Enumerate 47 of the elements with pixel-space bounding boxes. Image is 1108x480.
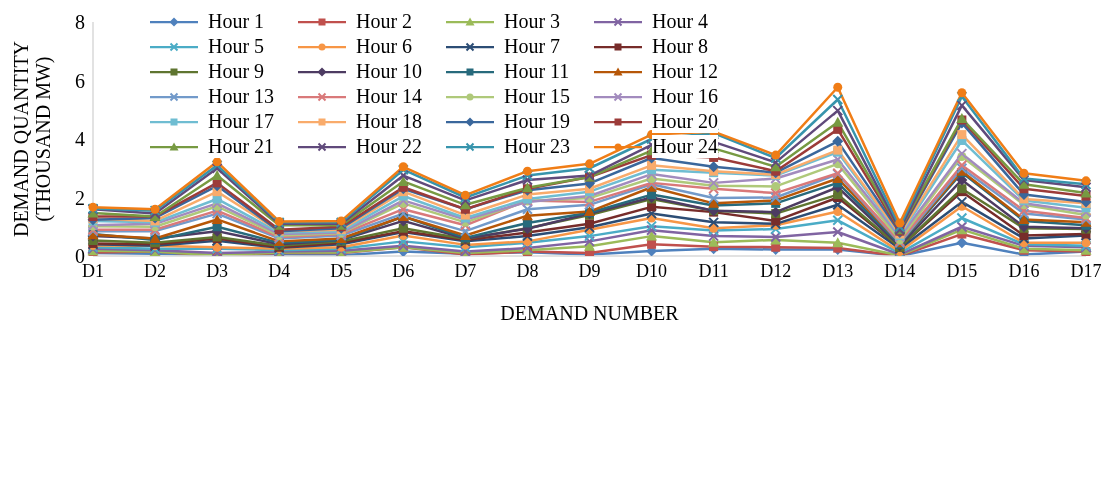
legend-label: Hour 11 (504, 60, 570, 83)
legend-label: Hour 16 (652, 85, 719, 108)
x-tick-label: D8 (516, 260, 539, 281)
legend-label: Hour 5 (208, 35, 265, 58)
x-tick-label: D2 (144, 260, 167, 281)
legend-label: Hour 14 (356, 85, 423, 108)
legend-label: Hour 1 (208, 10, 265, 33)
x-tick-label: D13 (822, 260, 854, 281)
legend-label: Hour 7 (504, 35, 561, 58)
legend-label: Hour 19 (504, 110, 571, 133)
y-tick-label: 8 (75, 11, 85, 34)
legend-label: Hour 4 (652, 10, 709, 33)
legend-label: Hour 13 (208, 85, 275, 108)
legend-label: Hour 12 (652, 60, 719, 83)
y-tick-label: 2 (75, 186, 85, 209)
legend-label: Hour 6 (356, 35, 413, 58)
legend-label: Hour 23 (504, 135, 571, 158)
x-tick-label: D11 (698, 260, 729, 281)
legend-label: Hour 20 (652, 110, 719, 133)
x-tick-label: D9 (578, 260, 601, 281)
x-tick-label: D16 (1008, 260, 1040, 281)
x-tick-label: D15 (946, 260, 978, 281)
legend-label: Hour 9 (208, 60, 265, 83)
legend-label: Hour 2 (356, 10, 413, 33)
x-tick-label: D3 (206, 260, 229, 281)
legend-label: Hour 8 (652, 35, 709, 58)
legend-label: Hour 24 (652, 135, 719, 158)
y-tick-label: 0 (75, 245, 85, 268)
y-tick-label: 4 (75, 128, 85, 151)
x-tick-label: D10 (636, 260, 668, 281)
x-tick-label: D14 (884, 260, 916, 281)
legend-label: Hour 17 (208, 110, 275, 133)
x-tick-label: D4 (268, 260, 291, 281)
legend-label: Hour 3 (504, 10, 561, 33)
legend-label: Hour 21 (208, 135, 275, 158)
y-axis-title: DEMAND QUANTITY (THOUSAND MW) (10, 40, 55, 238)
legend-label: Hour 18 (356, 110, 423, 133)
legend-label: Hour 22 (356, 135, 423, 158)
y-tick-label: 6 (75, 69, 85, 92)
x-tick-label: D6 (392, 260, 415, 281)
x-tick-label: D12 (760, 260, 792, 281)
x-axis-title: DEMAND NUMBER (500, 302, 680, 324)
x-tick-label: D7 (454, 260, 477, 281)
x-tick-label: D5 (330, 260, 353, 281)
x-tick-label: D17 (1070, 260, 1102, 281)
legend-label: Hour 15 (504, 85, 571, 108)
legend-label: Hour 10 (356, 60, 423, 83)
